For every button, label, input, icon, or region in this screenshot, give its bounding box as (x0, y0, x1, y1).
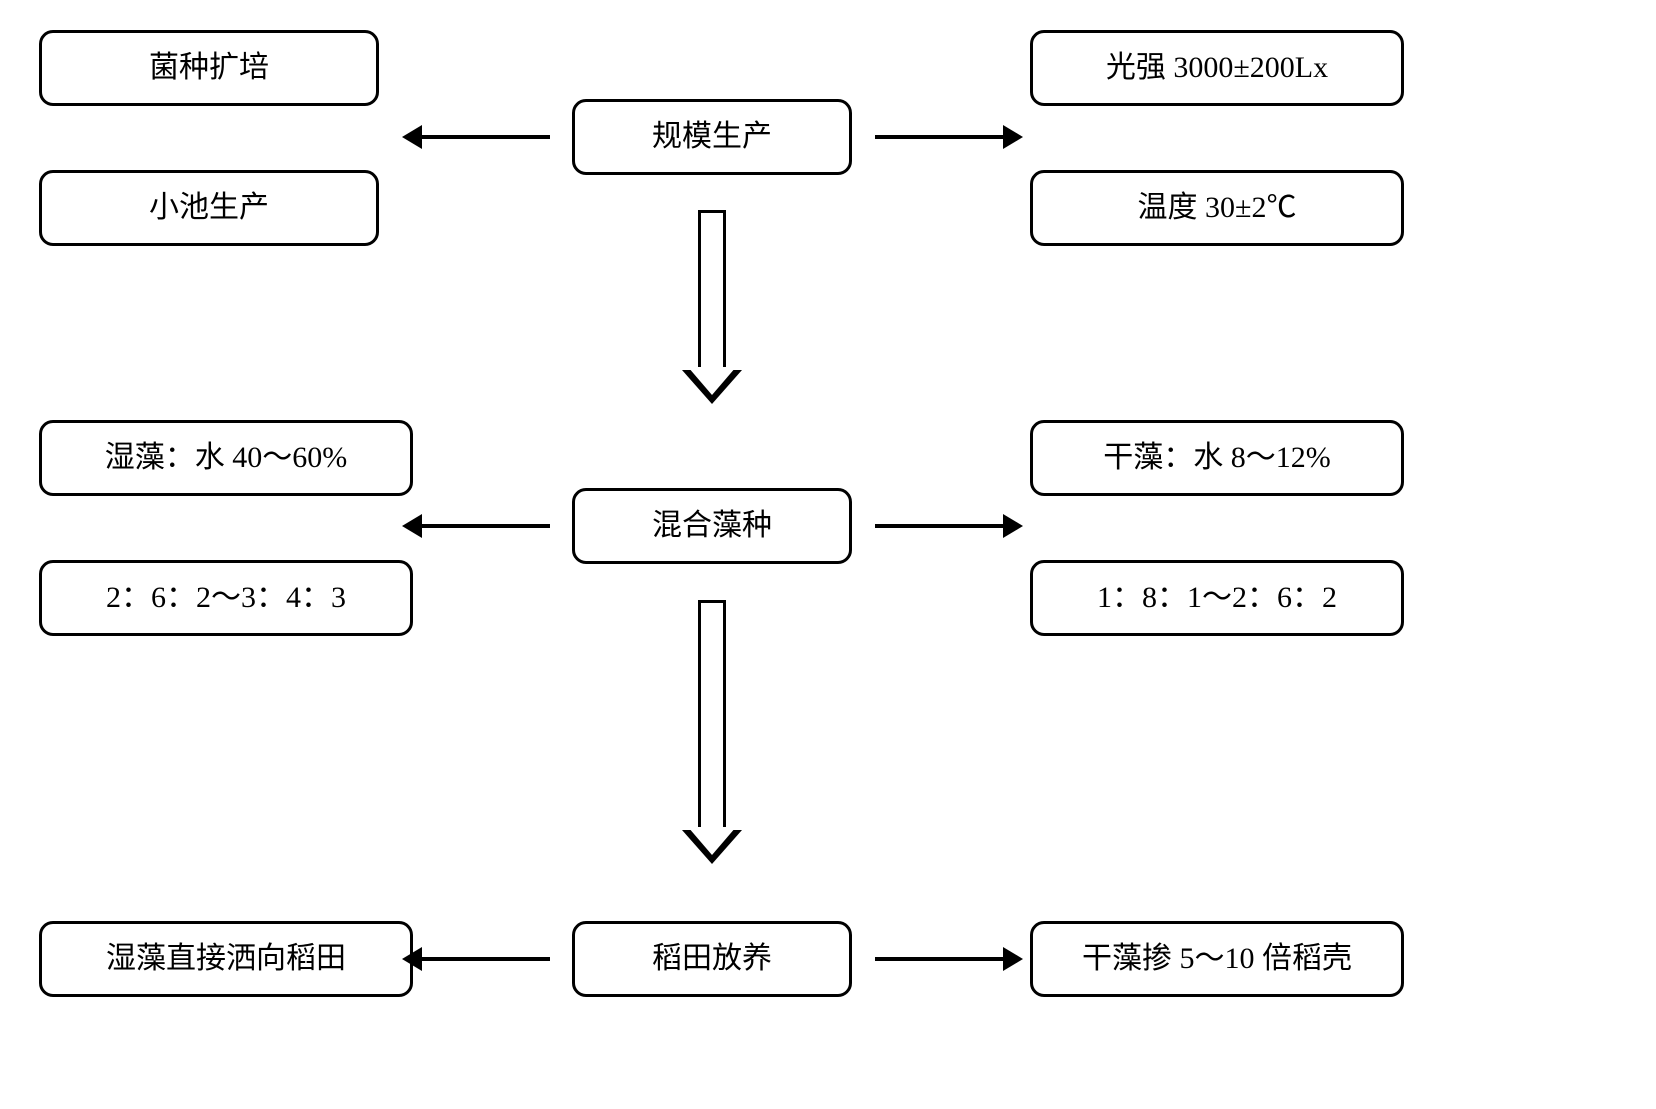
node-dry-ratio: 1：8：1～2：6：2 (1030, 560, 1404, 636)
arrow-down-hollow-icon (690, 210, 734, 404)
arrow-left-icon (420, 524, 550, 528)
arrow-down-hollow-icon (690, 600, 734, 864)
node-label: 混合藻种 (652, 508, 772, 544)
flowchart-canvas: 规模生产 混合藻种 稻田放养 菌种扩培 小池生产 湿藻：水 40～60% 2：6… (0, 0, 1656, 1109)
arrow-right-icon (875, 957, 1005, 961)
node-label: 1：8：1～2：6：2 (1097, 580, 1337, 616)
node-strain-expansion: 菌种扩培 (39, 30, 379, 106)
node-light-intensity: 光强 3000±200Lx (1030, 30, 1404, 106)
arrow-left-icon (420, 135, 550, 139)
node-paddy-release: 稻田放养 (572, 921, 852, 997)
node-wet-algae-water: 湿藻：水 40～60% (39, 420, 413, 496)
node-label: 湿藻：水 40～60% (105, 440, 348, 476)
node-label: 小池生产 (149, 190, 269, 226)
node-label: 规模生产 (652, 119, 772, 155)
node-scale-production: 规模生产 (572, 99, 852, 175)
node-dry-algae-water: 干藻：水 8～12% (1030, 420, 1404, 496)
node-label: 温度 30±2℃ (1138, 190, 1297, 226)
node-label: 菌种扩培 (149, 50, 269, 86)
node-label: 干藻：水 8～12% (1103, 440, 1331, 476)
arrow-left-icon (420, 957, 550, 961)
arrow-right-icon (875, 135, 1005, 139)
node-small-pond: 小池生产 (39, 170, 379, 246)
node-label: 2：6：2～3：4：3 (106, 580, 346, 616)
node-wet-ratio: 2：6：2～3：4：3 (39, 560, 413, 636)
node-label: 稻田放养 (652, 941, 772, 977)
node-mixed-algae: 混合藻种 (572, 488, 852, 564)
node-label: 干藻掺 5～10 倍稻壳 (1082, 941, 1352, 977)
node-label: 光强 3000±200Lx (1106, 50, 1328, 86)
arrow-right-icon (875, 524, 1005, 528)
node-label: 湿藻直接洒向稻田 (106, 941, 346, 977)
node-wet-direct-spread: 湿藻直接洒向稻田 (39, 921, 413, 997)
node-dry-mix-husk: 干藻掺 5～10 倍稻壳 (1030, 921, 1404, 997)
node-temperature: 温度 30±2℃ (1030, 170, 1404, 246)
